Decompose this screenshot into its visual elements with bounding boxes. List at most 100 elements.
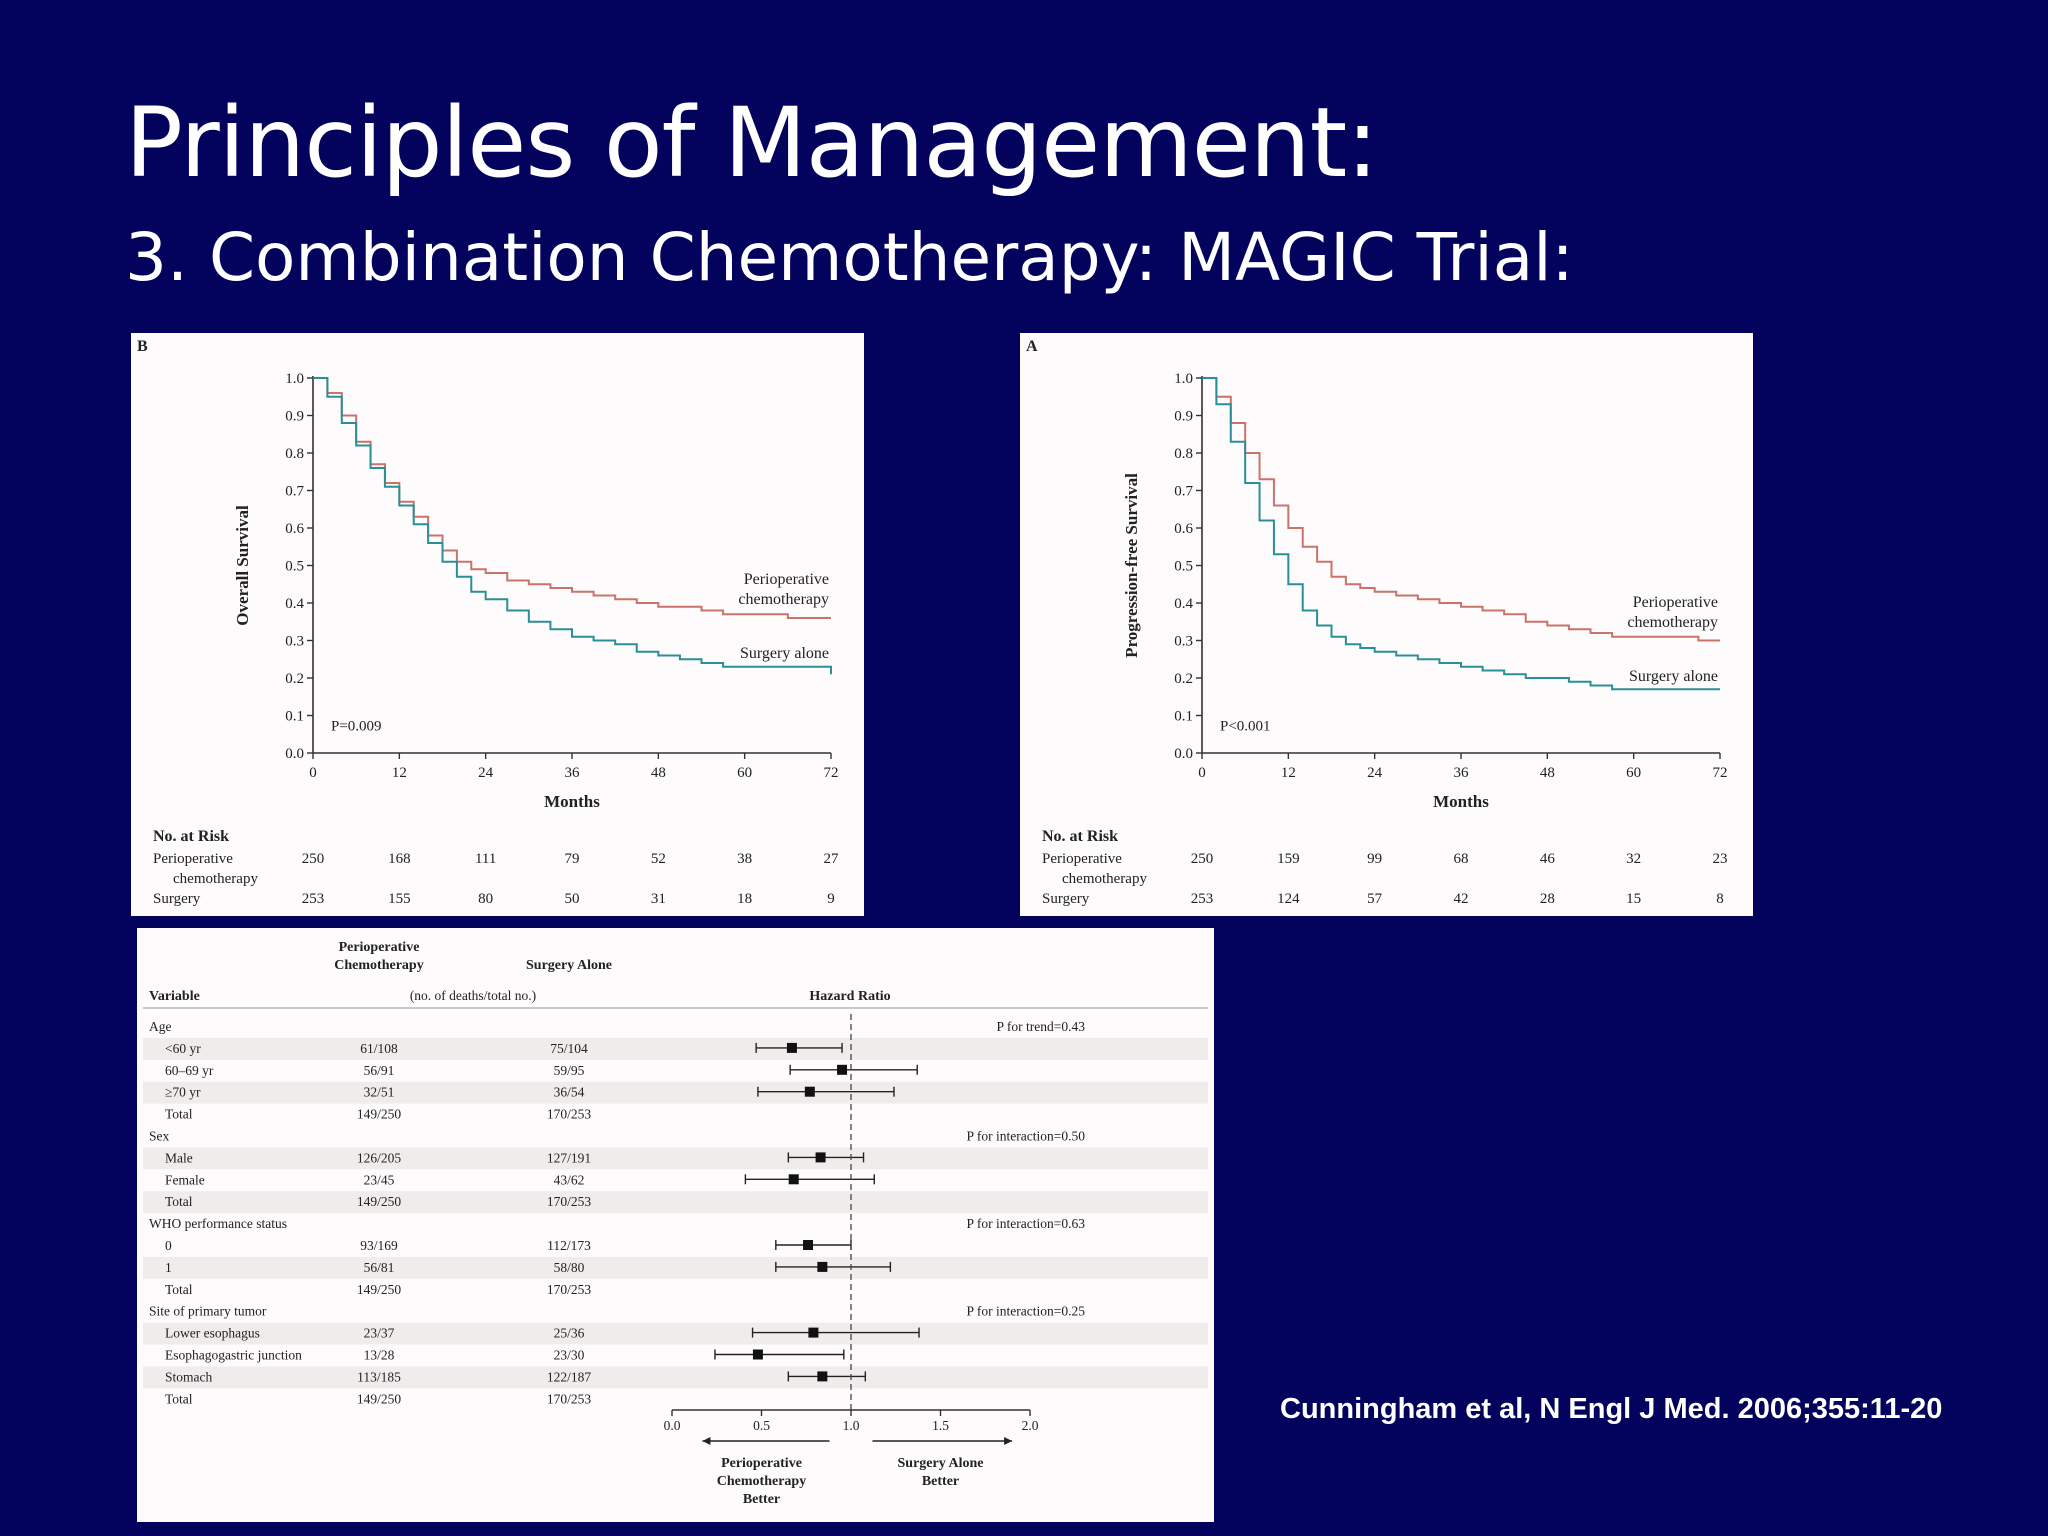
y-tick-label: 0.9 — [1174, 409, 1193, 425]
x-tick-label: 72 — [1713, 765, 1728, 781]
y-tick-label: 1.0 — [285, 371, 304, 387]
at-risk-value: 50 — [565, 891, 580, 907]
row-surgery: 170/253 — [547, 1282, 592, 1297]
x-tick-label: 48 — [651, 765, 666, 781]
overall-survival-chart: B 0.0 0.1 0.2 0.3 0.4 0.5 0.6 0.7 0.8 0.9 1.0 0 12 24 3… — [137, 338, 840, 907]
at-risk-value: 253 — [302, 891, 325, 907]
y-tick-label: 0.3 — [1174, 634, 1193, 650]
row-stripe — [143, 1322, 1208, 1345]
at-risk-value: 8 — [1716, 891, 1724, 907]
x-tick-label: 24 — [1367, 765, 1383, 781]
row-perioperative: 23/45 — [364, 1172, 395, 1187]
hr-point — [817, 1261, 828, 1272]
y-tick-label: 0.7 — [1174, 484, 1193, 500]
at-risk-value: 9 — [827, 891, 835, 907]
row-label: 60–69 yr — [165, 1063, 214, 1078]
row-surgery: 170/253 — [547, 1391, 592, 1406]
row-surgery: 25/36 — [554, 1326, 585, 1341]
row-label: <60 yr — [165, 1041, 201, 1056]
group-label: Sex — [149, 1129, 170, 1144]
at-risk-value: 52 — [651, 851, 666, 867]
y-tick-label: 0.6 — [1174, 521, 1193, 537]
x-tick-label: 60 — [737, 765, 752, 781]
at-risk-heading: No. at Risk — [153, 828, 229, 845]
row-perioperative: 13/28 — [364, 1348, 395, 1363]
header-units: (no. of deaths/total no.) — [410, 988, 536, 1003]
row-stripe — [143, 1081, 1208, 1104]
slide-title: Principles of Management: — [125, 87, 1379, 199]
group-label: Age — [149, 1019, 172, 1034]
row-surgery: 170/253 — [547, 1194, 592, 1209]
row-label: Total — [165, 1391, 193, 1406]
panel-label: A — [1026, 338, 1038, 355]
row-surgery: 127/191 — [547, 1150, 591, 1165]
at-risk-value: 79 — [565, 851, 580, 867]
series-label: Perioperative — [744, 571, 829, 588]
x-axis-label: Months — [1433, 792, 1489, 811]
hr-point — [752, 1349, 763, 1360]
group-p-value: P for interaction=0.25 — [967, 1304, 1086, 1319]
slide-subtitle: 3. Combination Chemotherapy: MAGIC Trial… — [125, 219, 1574, 296]
at-risk-value: 68 — [1454, 851, 1469, 867]
at-risk-value: 250 — [1191, 851, 1214, 867]
y-tick-label: 0.2 — [1174, 671, 1193, 687]
row-stripe — [143, 1366, 1208, 1389]
series-label: chemotherapy — [1627, 614, 1718, 631]
at-risk-value: 18 — [737, 891, 752, 907]
forest-x-tick-label: 2.0 — [1022, 1418, 1039, 1433]
panel-label: B — [137, 338, 148, 355]
km-curve-surgery — [313, 377, 832, 675]
group-label: Site of primary tumor — [149, 1304, 267, 1319]
at-risk-value: 168 — [388, 851, 411, 867]
series-label: Surgery alone — [740, 645, 829, 662]
y-tick-label: 0.2 — [285, 671, 304, 687]
y-axis-label: Progression-free Survival — [1122, 473, 1141, 658]
row-label: Female — [165, 1172, 205, 1187]
row-surgery: 23/30 — [554, 1348, 585, 1363]
x-tick-label: 0 — [309, 765, 317, 781]
citation: Cunningham et al, N Engl J Med. 2006;355… — [1280, 1393, 1943, 1425]
y-tick-label: 0.4 — [285, 596, 304, 612]
at-risk-value: 38 — [737, 851, 752, 867]
series-label: chemotherapy — [738, 591, 829, 608]
hr-point — [803, 1240, 814, 1250]
row-label: ≥70 yr — [165, 1085, 201, 1100]
x-axis-label: Months — [544, 792, 600, 811]
y-tick-label: 0.5 — [285, 559, 304, 575]
at-risk-value: 42 — [1454, 891, 1469, 907]
at-risk-row-label: Perioperative — [153, 851, 233, 867]
km-curve-perioperative — [313, 377, 831, 619]
y-tick-label: 0.0 — [285, 746, 304, 762]
group-p-value: P for trend=0.43 — [997, 1019, 1086, 1034]
row-label: Total — [165, 1282, 193, 1297]
at-risk-row-label: Surgery — [153, 891, 201, 907]
row-label: Esophagogastric junction — [165, 1348, 302, 1363]
at-risk-value: 159 — [1277, 851, 1300, 867]
y-tick-label: 0.3 — [285, 634, 304, 650]
hr-point — [786, 1042, 797, 1053]
at-risk-row-label: Perioperative — [1042, 851, 1122, 867]
overall-survival-panel: B 0.0 0.1 0.2 0.3 0.4 0.5 0.6 0.7 0.8 0.9 1.0 0 12 24 3… — [131, 333, 864, 916]
at-risk-value: 57 — [1367, 891, 1383, 907]
right-direction-label: Surgery Alone — [898, 1456, 984, 1471]
forest-x-tick-label: 0.0 — [664, 1418, 681, 1433]
group-label: WHO performance status — [149, 1216, 287, 1231]
row-perioperative: 126/205 — [357, 1150, 402, 1165]
x-tick-label: 36 — [565, 765, 581, 781]
hr-point — [804, 1086, 815, 1097]
row-perioperative: 149/250 — [357, 1282, 402, 1297]
x-tick-label: 24 — [478, 765, 494, 781]
x-tick-label: 12 — [392, 765, 407, 781]
y-tick-label: 0.8 — [1174, 446, 1193, 462]
row-perioperative: 32/51 — [364, 1085, 395, 1100]
forest-x-tick-label: 0.5 — [753, 1418, 770, 1433]
at-risk-value: 27 — [824, 851, 840, 867]
row-surgery: 170/253 — [547, 1107, 592, 1122]
at-risk-value: 23 — [1713, 851, 1728, 867]
row-label: Stomach — [165, 1369, 212, 1384]
group-p-value: P for interaction=0.63 — [967, 1216, 1086, 1231]
row-surgery: 112/173 — [547, 1238, 591, 1253]
hr-point — [808, 1327, 819, 1338]
y-tick-label: 0.9 — [285, 409, 304, 425]
left-direction-label: Chemotherapy — [717, 1474, 806, 1489]
